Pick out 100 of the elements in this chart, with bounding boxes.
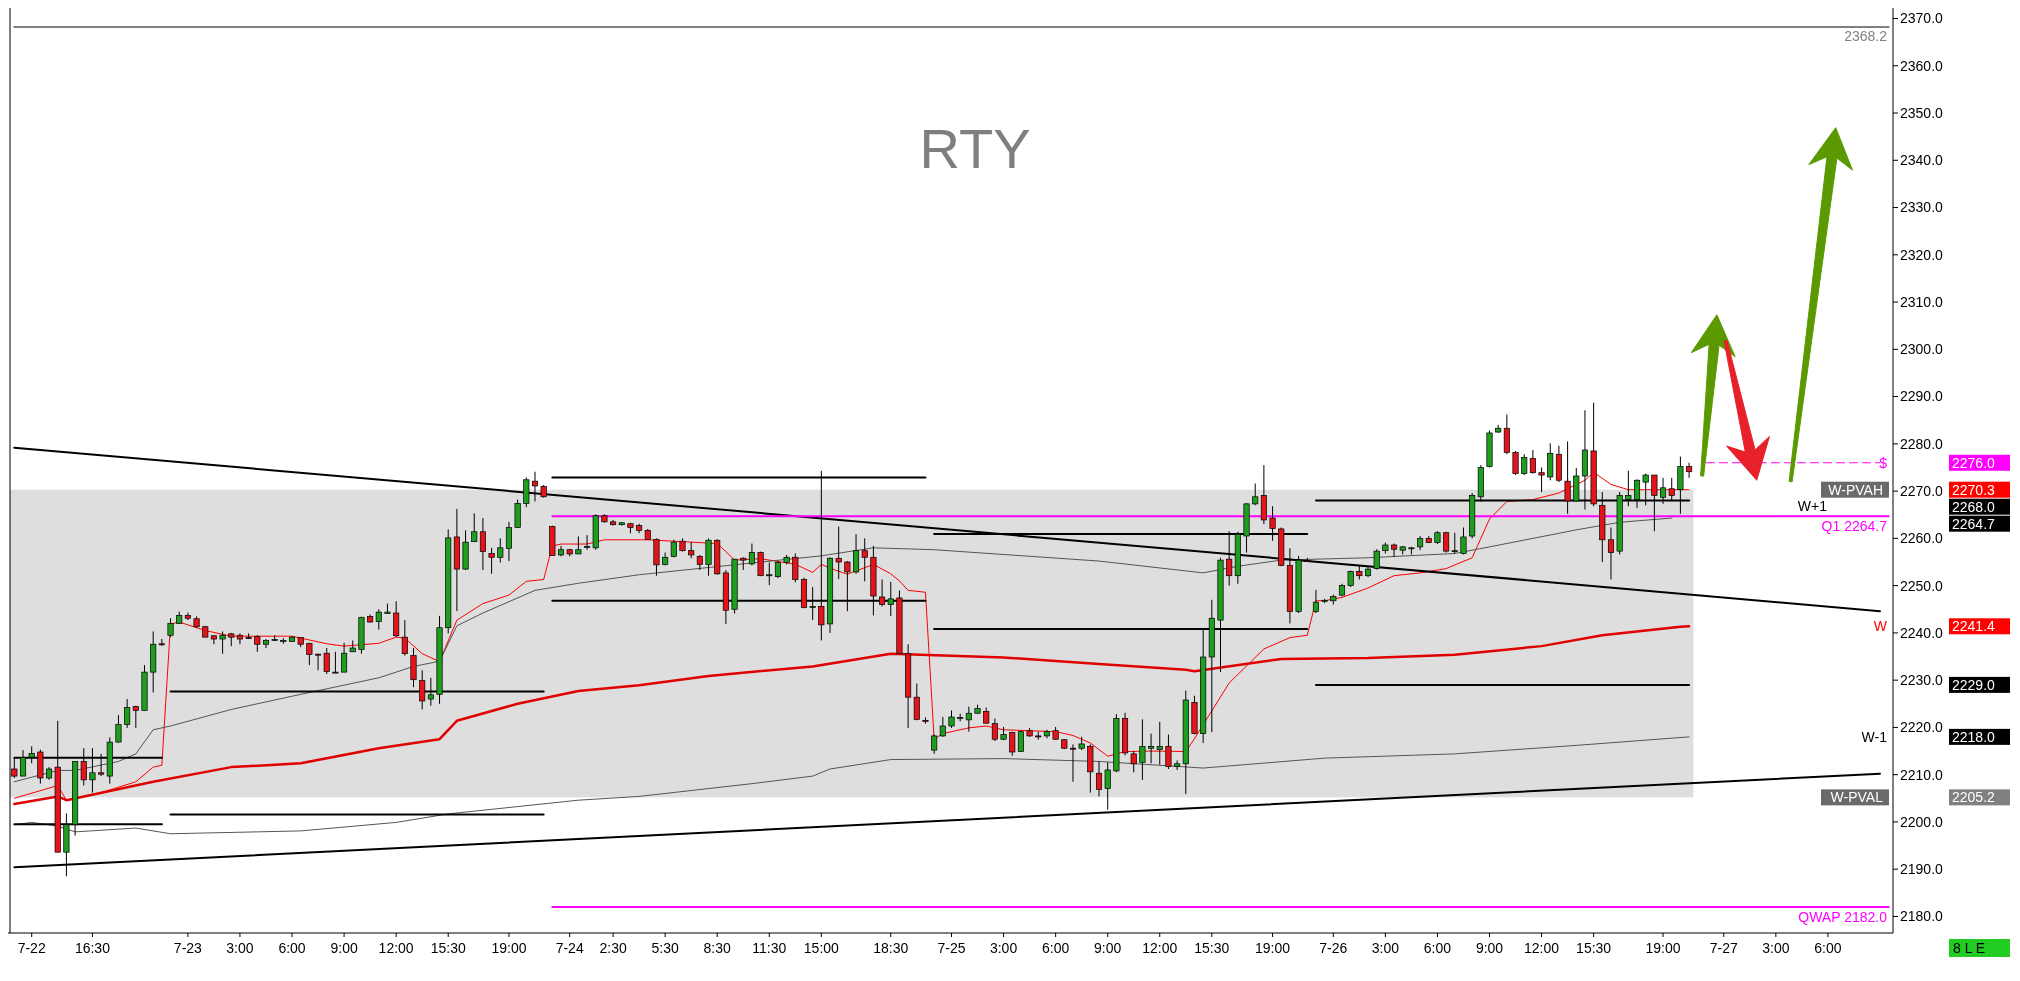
- candlestick: [1521, 453, 1528, 476]
- x-tick-label: 15:30: [430, 940, 466, 956]
- x-tick-label: 9:00: [1475, 940, 1504, 956]
- y-tick-label: 2180.0: [1900, 908, 1944, 925]
- x-tick-label: 15:30: [1194, 940, 1230, 956]
- candlestick: [332, 651, 339, 674]
- x-tick-label: 7-25: [937, 940, 966, 956]
- line-series: [13, 517, 1673, 783]
- x-tick-label: 6:00: [278, 940, 306, 956]
- x-tick-label: 12:00: [378, 940, 414, 956]
- candlestick: [393, 600, 400, 638]
- candlestick: [497, 537, 504, 563]
- y-tick-label: 2320.0: [1900, 246, 1944, 263]
- y-tick-label: 2280.0: [1900, 435, 1944, 452]
- candlestick: [115, 714, 122, 744]
- candlestick: [792, 553, 799, 583]
- x-tick-label: 6:00: [1814, 940, 1842, 956]
- candlestick: [167, 617, 174, 638]
- text: 2241.4: [1952, 618, 1996, 635]
- x-tick-label: 3:00: [226, 940, 254, 956]
- candlestick: [1148, 733, 1155, 764]
- annotation: $: [1879, 454, 1888, 471]
- x-tick-label: 3:00: [989, 940, 1018, 956]
- annotation: W-1: [1861, 728, 1888, 745]
- x-tick-label: 18:30: [873, 940, 909, 956]
- y-tick-label: 2330.0: [1900, 199, 1944, 216]
- x-tick-label: 11:30: [752, 940, 787, 956]
- y-tick-label: 2230.0: [1900, 672, 1944, 689]
- y-tick-label: 2260.0: [1900, 530, 1944, 547]
- candlestick: [505, 521, 512, 562]
- text: 2264.7: [1952, 515, 1996, 532]
- candlestick: [1174, 760, 1181, 771]
- x-tick-label: 19:00: [491, 940, 527, 956]
- candlestick: [1130, 750, 1137, 773]
- candlestick: [766, 561, 773, 586]
- candlestick: [939, 716, 946, 738]
- candlestick: [488, 547, 495, 575]
- y-tick-label: 2300.0: [1900, 341, 1944, 358]
- x-tick-label: 7-24: [555, 940, 584, 956]
- candlestick: [219, 630, 226, 655]
- candlestick: [584, 534, 591, 551]
- candlestick: [531, 471, 539, 503]
- y-tick-label: 2360.0: [1900, 57, 1944, 74]
- candlestick: [1069, 743, 1077, 783]
- text: 2268.0: [1952, 498, 1996, 515]
- line-series: [13, 625, 1691, 806]
- candlestick: [1512, 450, 1519, 476]
- annotation: QWAP 2182.0: [1798, 909, 1888, 926]
- x-tick-label: 7-27: [1709, 940, 1739, 956]
- annotation: 2368.2: [1844, 28, 1888, 45]
- y-tick-label: 2250.0: [1900, 577, 1944, 594]
- candlestick: [315, 653, 322, 671]
- candlestick: [1451, 532, 1458, 554]
- x-tick-label: 2:30: [599, 940, 627, 956]
- candlestick: [1312, 589, 1319, 614]
- candlestick: [913, 682, 920, 721]
- y-tick-label: 2240.0: [1900, 624, 1944, 641]
- candlestick: [375, 608, 382, 631]
- candlestick: [1460, 527, 1467, 555]
- x-tick-label: 3:00: [1371, 940, 1400, 956]
- annotation: W-PVAL: [1830, 789, 1884, 806]
- y-tick-label: 2310.0: [1900, 293, 1944, 310]
- y-tick-label: 2350.0: [1900, 104, 1944, 121]
- x-tick-label: 9:00: [330, 940, 358, 956]
- y-tick-label: 2220.0: [1900, 719, 1944, 736]
- candlestick: [158, 638, 165, 647]
- x-tick-label: 15:30: [1576, 940, 1612, 956]
- candlestick: [1165, 734, 1172, 770]
- y-tick-label: 2200.0: [1900, 813, 1944, 830]
- candlestick: [1095, 760, 1103, 797]
- candlestick: [471, 512, 478, 543]
- x-tick-label: 7-22: [17, 940, 46, 956]
- candlestick: [1607, 527, 1615, 580]
- candlestick: [1538, 466, 1545, 493]
- x-tick-label: 19:00: [1645, 940, 1681, 956]
- x-tick-label: 15:00: [803, 940, 840, 956]
- candlestick: [1391, 543, 1398, 558]
- x-tick-label: 19:00: [1255, 940, 1291, 956]
- candlestick: [479, 517, 486, 571]
- candlestick: [1373, 548, 1380, 571]
- annotation: Q1 2264.7: [1821, 518, 1888, 535]
- candlestick: [523, 476, 530, 508]
- text: RTY: [919, 117, 1031, 180]
- candlestick: [1139, 718, 1146, 781]
- x-tick-label: 8:30: [703, 940, 732, 956]
- annotation: W: [1873, 618, 1888, 635]
- candlestick: [1156, 721, 1163, 766]
- candlestick: [124, 698, 131, 729]
- candlestick: [1529, 449, 1536, 475]
- candlestick: [323, 647, 330, 675]
- text: 2229.0: [1952, 676, 1996, 693]
- text: 2205.2: [1952, 789, 1996, 806]
- annotation: W+1: [1797, 498, 1828, 515]
- candlestick: [1547, 442, 1554, 481]
- candlestick: [835, 526, 842, 580]
- candlestick: [401, 619, 408, 657]
- x-tick-label: 6:00: [1042, 940, 1070, 956]
- text: 2276.0: [1952, 454, 1996, 471]
- x-tick-label: 7-23: [173, 940, 203, 956]
- y-tick-label: 2190.0: [1900, 861, 1944, 878]
